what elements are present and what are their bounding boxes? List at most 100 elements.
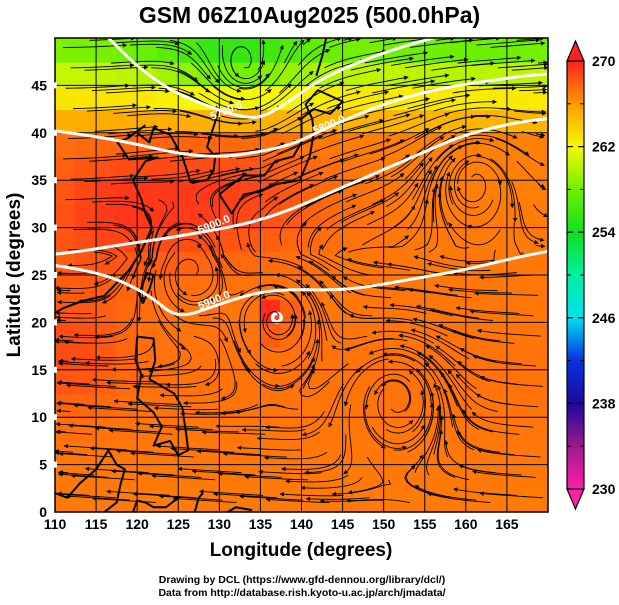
streamline: [153, 405, 218, 411]
field-cell: [403, 321, 426, 348]
streamline: [193, 112, 257, 125]
field-cell: [136, 155, 159, 182]
streamline: [156, 47, 211, 80]
streamline: [113, 108, 178, 114]
y-tick-mark: [54, 129, 57, 136]
field-cell: [259, 439, 282, 466]
streamline: [519, 87, 548, 93]
field-cell: [238, 84, 262, 111]
streamline: [451, 413, 501, 453]
field-cell: [55, 321, 77, 348]
streamline: [532, 204, 548, 218]
streamline: [201, 429, 266, 435]
field-cell: [259, 345, 282, 371]
streamline: [329, 38, 361, 48]
field-cell: [115, 38, 139, 63]
y-tick-label: 0: [39, 504, 47, 520]
field-cell: [156, 155, 180, 182]
streamline: [65, 195, 130, 201]
field-cell: [55, 131, 77, 158]
streamline: [407, 165, 438, 230]
x-tick-label: 140: [290, 516, 314, 532]
streamline: [159, 388, 223, 398]
field-cell: [341, 226, 365, 253]
streamline: [364, 406, 408, 451]
streamline: [345, 75, 409, 92]
field-cell: [156, 416, 180, 442]
streamline: [212, 491, 277, 499]
field-cell: [444, 108, 467, 134]
field-cell: [156, 226, 180, 253]
streamline: [538, 60, 548, 65]
field-cell: [218, 274, 241, 300]
streamline: [127, 113, 192, 119]
field-cell: [55, 368, 77, 395]
field-cell: [362, 108, 385, 134]
streamline: [500, 108, 547, 115]
field-cell: [444, 274, 467, 300]
coastline: [132, 496, 179, 512]
streamline: [511, 65, 548, 71]
streamline: [68, 423, 133, 430]
coastline: [218, 89, 344, 215]
grid-lines: [55, 38, 548, 512]
streamline: [248, 196, 279, 253]
streamline: [490, 41, 546, 48]
streamline: [298, 153, 360, 178]
field-cell: [485, 226, 508, 253]
streamline: [319, 498, 384, 504]
height-contour-line: [55, 72, 548, 158]
field-cell: [464, 416, 488, 442]
streamline: [183, 381, 238, 406]
streamline: [300, 477, 363, 491]
y-axis-title: Latitude (degrees): [4, 193, 25, 358]
streamline: [331, 275, 392, 299]
streamline: [453, 487, 517, 496]
field-cell: [55, 202, 77, 229]
field-cell: [300, 345, 324, 371]
streamline: [390, 136, 445, 178]
field-cell: [300, 392, 324, 419]
streamline: [385, 390, 425, 434]
streamline: [286, 189, 343, 226]
field-cell: [382, 179, 406, 205]
streamline: [115, 448, 180, 456]
field-cell: [444, 60, 467, 87]
coastline: [137, 272, 155, 304]
field-cell: [259, 84, 282, 111]
streamline: [150, 290, 186, 351]
field-cell: [218, 226, 241, 253]
streamline: [535, 132, 546, 138]
streamline: [94, 297, 138, 340]
streamline: [57, 491, 90, 496]
streamline: [404, 135, 456, 180]
streamline: [369, 128, 430, 155]
streamline: [230, 47, 266, 80]
field-cell: [95, 155, 118, 182]
field-cell: [403, 392, 426, 419]
streamline: [191, 469, 256, 476]
field-cell: [300, 226, 324, 253]
streamline: [91, 85, 156, 92]
streamline: [196, 147, 261, 155]
streamline: [111, 468, 175, 476]
streamline: [151, 169, 215, 180]
field-cell: [300, 463, 324, 490]
streamline: [110, 60, 175, 66]
field-cell: [526, 392, 548, 419]
streamline: [381, 380, 411, 413]
field-cell: [300, 487, 324, 512]
streamline: [156, 151, 220, 160]
streamline: [469, 134, 530, 156]
field-cell: [321, 250, 344, 276]
field-cell: [197, 202, 221, 229]
field-cell: [382, 416, 406, 442]
streamline: [410, 328, 470, 360]
field-cell: [115, 297, 139, 324]
field-cell: [279, 416, 303, 442]
field-cell: [115, 250, 139, 276]
field-cell: [362, 60, 385, 87]
height-contour-line: [55, 117, 548, 256]
field-cell: [485, 463, 508, 490]
field-cell: [444, 439, 467, 466]
